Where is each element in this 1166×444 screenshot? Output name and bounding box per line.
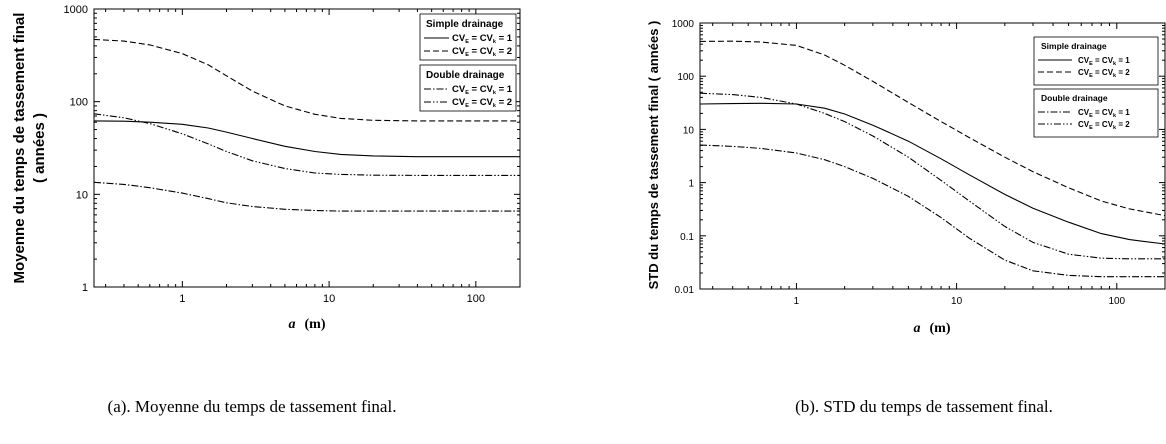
panel-a-x-tick-label: 100 [467, 293, 485, 305]
panel-b-x-axis-title: a (m) [914, 321, 951, 336]
panel-a-x-axis-unit: (m) [305, 317, 326, 332]
panel-a-legend-title: Simple drainage [426, 19, 504, 30]
panel-b-legend-double-box [1033, 88, 1159, 138]
panel-a-x-tick-label: 1 [179, 293, 185, 305]
panel-b-y-tick-label: 0.1 [680, 232, 694, 243]
panel-a-y-axis-title-line1: Moyenne du temps de tassement final [11, 13, 28, 284]
caption-a: (a). Moyenne du temps de tassement final… [108, 397, 397, 416]
panel-a-series-double-cv2 [93, 113, 520, 176]
panel-b-y-tick-label: 10 [683, 125, 695, 136]
panel-b-legend-title: Simple drainage [1041, 41, 1107, 51]
panel-a-y-tick-label: 100 [70, 97, 88, 109]
panel-a-chart: 1 10 100 1 10 100 1000 Moyenne du temps de tas… [11, 4, 521, 332]
panel-b-legend-title: Double drainage [1041, 93, 1108, 103]
panel-a-x-axis-var: a [289, 317, 296, 332]
panel-a-series-simple-cv1 [93, 120, 520, 158]
panel-b-legend-entry-label: CVE = CVk = 1 [1078, 56, 1130, 67]
panel-a-plot-frame [93, 8, 521, 288]
panel-a-y-tick-label: 1000 [64, 4, 88, 16]
panel-a-series [93, 38, 520, 212]
panel-a-y-axis-title: Moyenne du temps de tassement final ( an… [11, 13, 48, 284]
panel-b-x-axis-var: a [914, 321, 921, 336]
panel-b-series [699, 40, 1166, 278]
panel-b-chart: 1 10 100 0.01 0.1 1 10 100 1000 STD du temps de … [646, 19, 1166, 336]
panel-a-legend-entry-label: CVE = CVk = 2 [452, 97, 512, 109]
panel-b-ticks: 1 10 100 0.01 0.1 1 10 100 1000 [672, 19, 1166, 307]
panel-b-y-axis-title: STD du temps de tassement final ( années… [646, 21, 661, 290]
panel-a-y-axis-title-line2: ( années ) [31, 113, 48, 183]
panel-a-legend-simple-box [419, 13, 517, 61]
panel-b-legend-entry-label: CVE = CVk = 1 [1078, 108, 1130, 119]
panel-b-y-tick-label: 1 [688, 179, 694, 190]
panel-b-legend-simple-box [1033, 36, 1159, 86]
panel-b-y-tick-label: 0.01 [675, 285, 695, 296]
panel-b-plot-frame [699, 22, 1166, 290]
panel-b-series-double-cv2 [699, 92, 1165, 260]
panel-a-legend-title: Double drainage [426, 70, 505, 81]
panel-a-x-tick-label: 10 [323, 293, 335, 305]
panel-a-ticks: 1 10 100 1 10 100 1000 [64, 4, 521, 305]
panel-a-legend-entry-label: CVE = CVk = 2 [452, 46, 512, 58]
panel-a-legend-double-box [419, 64, 517, 112]
panel-b-x-tick-label: 1 [794, 296, 800, 307]
panel-a-legend-entry-label: CVE = CVk = 1 [452, 84, 513, 96]
panel-b-legend-entry-label: CVE = CVk = 2 [1078, 68, 1130, 79]
panel-a-y-tick-label: 1 [82, 282, 88, 294]
panel-b-legend-entry-label: CVE = CVk = 2 [1078, 120, 1130, 131]
panel-b-y-tick-label: 1000 [672, 19, 695, 30]
panel-b-series-double-cv1 [699, 144, 1165, 278]
panel-b-x-axis-unit: (m) [930, 321, 951, 336]
panel-a-y-tick-label: 10 [76, 189, 88, 201]
panel-b-series-simple-cv1 [699, 102, 1166, 245]
panel-a-legend-entry-label: CVE = CVk = 1 [452, 33, 513, 45]
panel-b-x-tick-label: 100 [1108, 296, 1125, 307]
panel-b-x-tick-label: 10 [951, 296, 963, 307]
panel-a-series-double-cv1 [93, 181, 520, 212]
panel-b-y-tick-label: 100 [677, 72, 694, 83]
panel-a-x-axis-title: a (m) [289, 317, 326, 332]
caption-b: (b). STD du temps de tassement final. [795, 397, 1053, 416]
